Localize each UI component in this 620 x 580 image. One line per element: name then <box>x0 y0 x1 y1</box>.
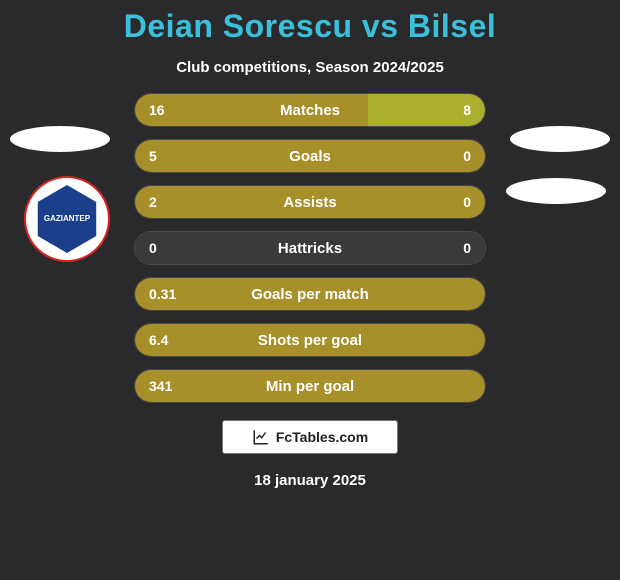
decor-ellipse-bottom-right <box>506 178 606 204</box>
club-badge-text: GAZIANTEP <box>33 185 101 253</box>
stat-label: Goals <box>135 140 485 172</box>
stat-row: 20Assists <box>135 186 485 218</box>
stat-row: 50Goals <box>135 140 485 172</box>
footer-brand-text: FcTables.com <box>276 429 368 445</box>
stat-row: 168Matches <box>135 94 485 126</box>
stat-label: Min per goal <box>135 370 485 402</box>
stat-row: 0.31Goals per match <box>135 278 485 310</box>
stat-label: Hattricks <box>135 232 485 264</box>
stat-row: 00Hattricks <box>135 232 485 264</box>
chart-icon <box>252 428 270 446</box>
footer-brand: FcTables.com <box>222 420 398 454</box>
decor-ellipse-top-left <box>10 126 110 152</box>
club-badge-left: GAZIANTEP <box>24 176 112 264</box>
stat-row: 6.4Shots per goal <box>135 324 485 356</box>
page-title: Deian Sorescu vs Bilsel <box>0 0 620 45</box>
footer-date: 18 january 2025 <box>0 472 620 489</box>
decor-ellipse-top-right <box>510 126 610 152</box>
page-subtitle: Club competitions, Season 2024/2025 <box>0 59 620 76</box>
stat-label: Matches <box>135 94 485 126</box>
stats-bars: 168Matches 50Goals 20Assists 00Hattricks 0.3… <box>135 94 485 402</box>
stat-label: Goals per match <box>135 278 485 310</box>
stat-row: 341Min per goal <box>135 370 485 402</box>
stat-label: Assists <box>135 186 485 218</box>
stat-label: Shots per goal <box>135 324 485 356</box>
